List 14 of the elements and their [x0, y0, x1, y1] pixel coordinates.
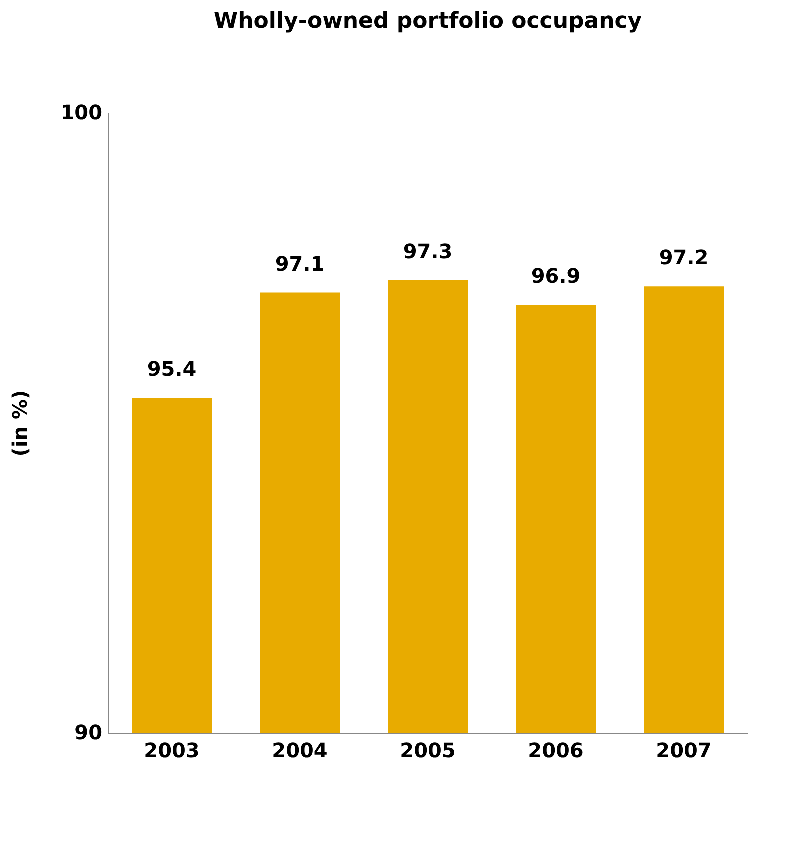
x-tick-label: 2006 — [528, 738, 584, 762]
data-label: 97.3 — [403, 239, 453, 264]
x-tick-label: 2007 — [656, 738, 712, 762]
x-tick-label: 2005 — [400, 738, 456, 762]
data-label: 95.4 — [147, 357, 197, 382]
chart-title: Wholly-owned portfolio occupancy — [214, 9, 642, 34]
data-label: 96.9 — [531, 264, 581, 288]
x-tick-label: 2003 — [144, 738, 200, 762]
x-tick-label: 2004 — [272, 738, 328, 762]
y-axis-title: (in %) — [8, 390, 32, 457]
y-tick-label: 100 — [60, 100, 102, 124]
y-tick-label: 90 — [74, 720, 102, 744]
data-label: 97.2 — [659, 246, 709, 270]
data-label: 97.1 — [275, 252, 325, 276]
